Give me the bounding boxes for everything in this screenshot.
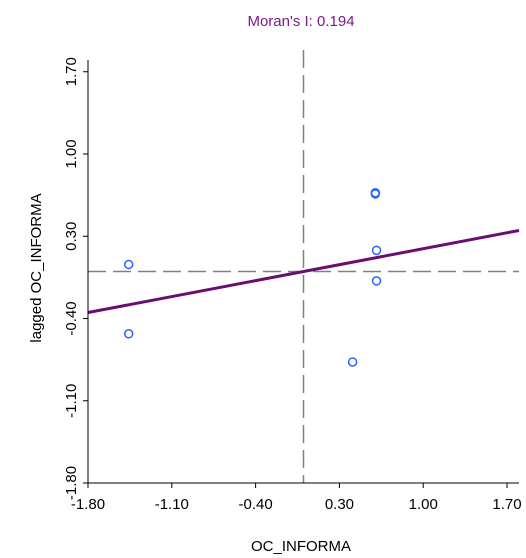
y-tick-label: -1.10 [63,384,80,418]
data-point [371,245,382,256]
axes: -1.80 -1.10 -0.40 0.30 1.00 1.70 -1.80 -1.10 -0.… [63,57,522,513]
x-tick-label: 1.00 [409,496,438,513]
regression-line [87,228,520,315]
data-point [370,188,381,198]
data-point [371,276,382,286]
x-tick-label: -1.80 [71,496,105,513]
x-tick-label: -1.10 [155,496,189,513]
x-tick-label: 1.70 [492,496,521,513]
scatter-points [123,188,382,367]
mean-reference-lines [88,50,519,483]
x-axis-title: OC_INFORMA [251,538,351,555]
chart-title: Moran's I: 0.194 [247,13,354,30]
data-point [347,357,358,367]
data-point [123,259,134,270]
y-tick-label: 1.70 [63,57,80,86]
x-tick-label: -0.40 [239,496,273,513]
y-tick-label: 0.30 [63,222,80,251]
y-tick-label: -1.80 [63,466,80,500]
y-axis-title: lagged OC_INFORMA [28,193,45,342]
x-tick-label: 0.30 [325,496,354,513]
regression-line-group [87,228,520,315]
y-tick-label: -0.40 [63,301,80,335]
y-tick-label: 1.00 [63,139,80,168]
data-point [123,329,134,339]
